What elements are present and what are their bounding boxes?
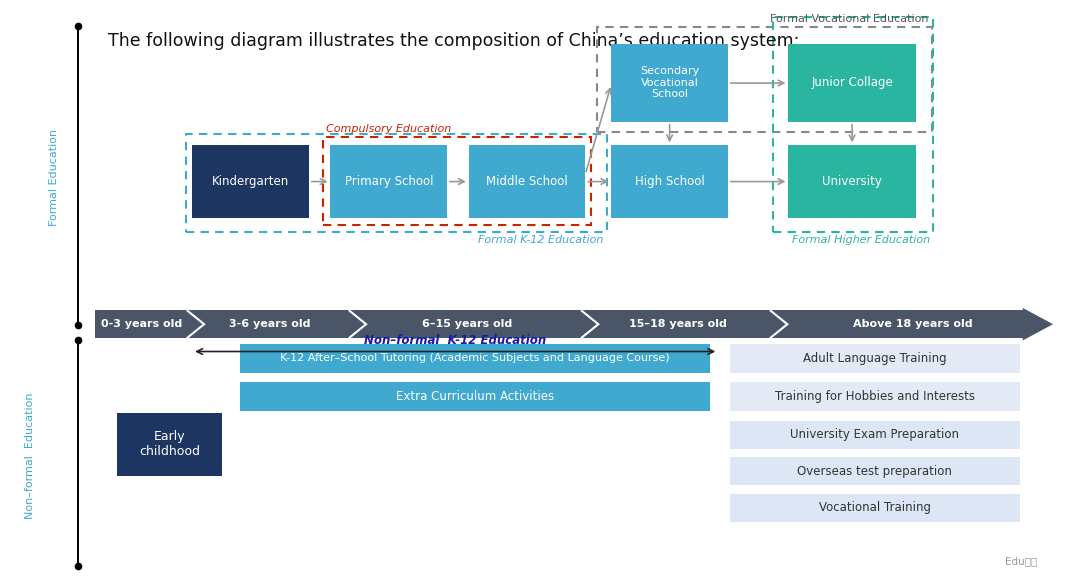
Text: Kindergarten: Kindergarten (212, 175, 289, 188)
Text: 6–15 years old: 6–15 years old (422, 319, 512, 329)
Bar (788, 145, 916, 218)
Bar (611, 145, 728, 218)
Text: Early
childhood: Early childhood (139, 431, 200, 458)
Text: Edu指南: Edu指南 (1004, 557, 1037, 566)
Bar (788, 44, 916, 122)
Text: Formal Higher Education: Formal Higher Education (792, 235, 930, 245)
Text: 3-6 years old: 3-6 years old (229, 319, 311, 329)
Text: Adult Language Training: Adult Language Training (804, 352, 946, 365)
Bar (730, 457, 1020, 485)
Text: Overseas test preparation: Overseas test preparation (797, 465, 953, 478)
Text: University: University (822, 175, 882, 188)
Text: Primary School: Primary School (345, 175, 433, 188)
Text: Extra Curriculum Activities: Extra Curriculum Activities (395, 390, 554, 403)
Text: High School: High School (635, 175, 704, 188)
Text: Middle School: Middle School (486, 175, 568, 188)
Text: Junior Collage: Junior Collage (811, 76, 893, 89)
Text: The following diagram illustrates the composition of China’s education system:: The following diagram illustrates the co… (108, 32, 799, 50)
Bar (95, 310, 1023, 338)
Text: Formal K-12 Education: Formal K-12 Education (478, 235, 604, 245)
Bar (730, 344, 1020, 373)
Text: Non–formal  K-12 Education: Non–formal K-12 Education (364, 334, 546, 347)
Bar (730, 382, 1020, 411)
Bar (730, 494, 1020, 522)
Bar (330, 145, 447, 218)
Text: Vocational Training: Vocational Training (819, 501, 931, 514)
Text: Above 18 years old: Above 18 years old (853, 319, 972, 329)
Text: 15–18 years old: 15–18 years old (629, 319, 727, 329)
Text: Training for Hobbies and Interests: Training for Hobbies and Interests (774, 390, 975, 403)
Bar (240, 344, 710, 373)
Bar (117, 413, 222, 476)
Text: Compulsory Education: Compulsory Education (326, 124, 451, 134)
Text: Secondary
Vocational
School: Secondary Vocational School (640, 66, 699, 99)
Text: Non–formal  Education: Non–formal Education (25, 393, 36, 519)
Text: K-12 After–School Tutoring (Academic Subjects and Language Course): K-12 After–School Tutoring (Academic Sub… (280, 353, 670, 364)
Text: 0-3 years old: 0-3 years old (102, 319, 183, 329)
Text: University Exam Preparation: University Exam Preparation (791, 428, 959, 441)
Polygon shape (1023, 308, 1053, 340)
Bar (192, 145, 309, 218)
Bar (240, 382, 710, 411)
Bar (323, 137, 591, 225)
Bar (611, 44, 728, 122)
Bar (469, 145, 585, 218)
Bar (597, 27, 932, 132)
Bar (773, 17, 933, 232)
Bar (730, 421, 1020, 449)
Bar (186, 134, 607, 232)
Text: Formal Vocational Education: Formal Vocational Education (770, 14, 929, 24)
Text: Formal Education: Formal Education (49, 128, 59, 226)
